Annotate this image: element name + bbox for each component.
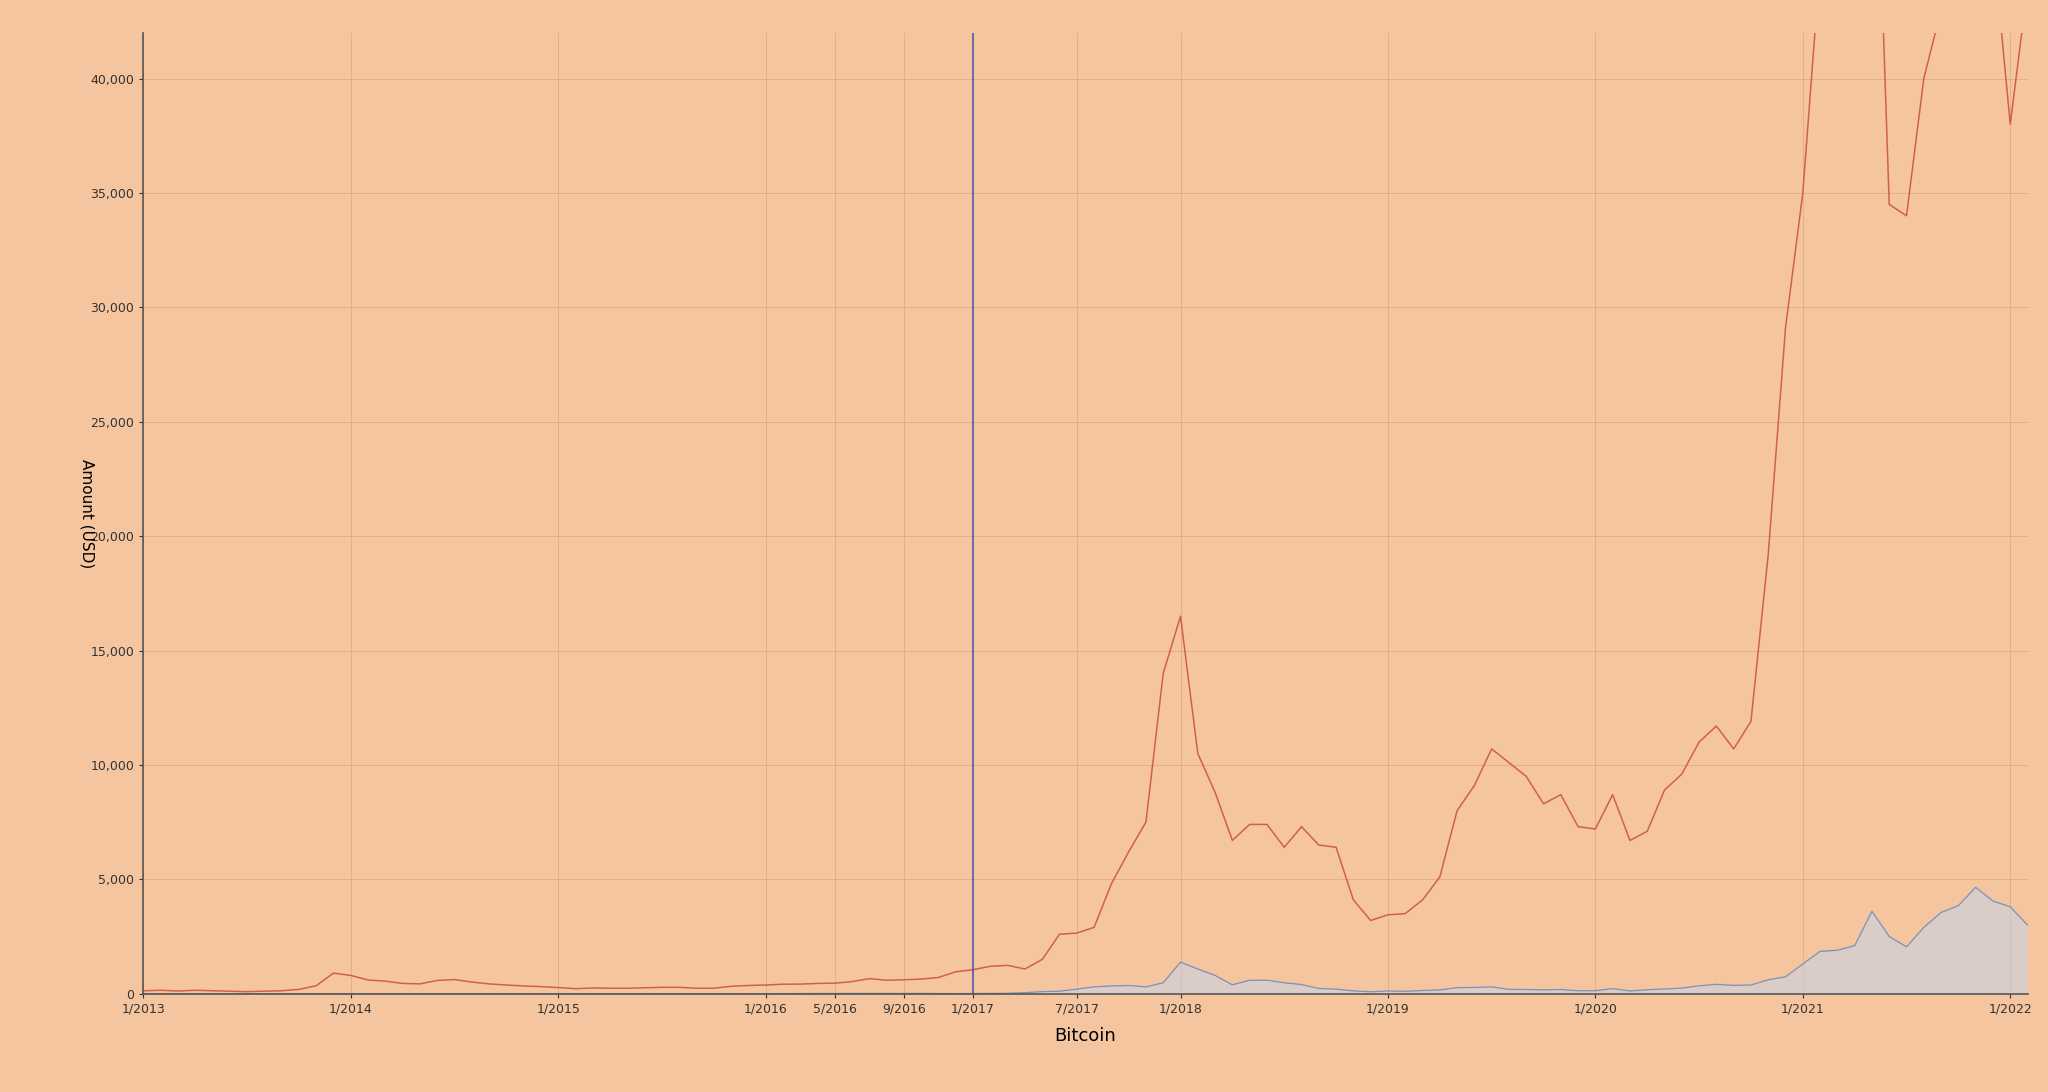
Y-axis label: Amount (USD): Amount (USD) (80, 459, 94, 568)
X-axis label: Bitcoin: Bitcoin (1055, 1026, 1116, 1045)
